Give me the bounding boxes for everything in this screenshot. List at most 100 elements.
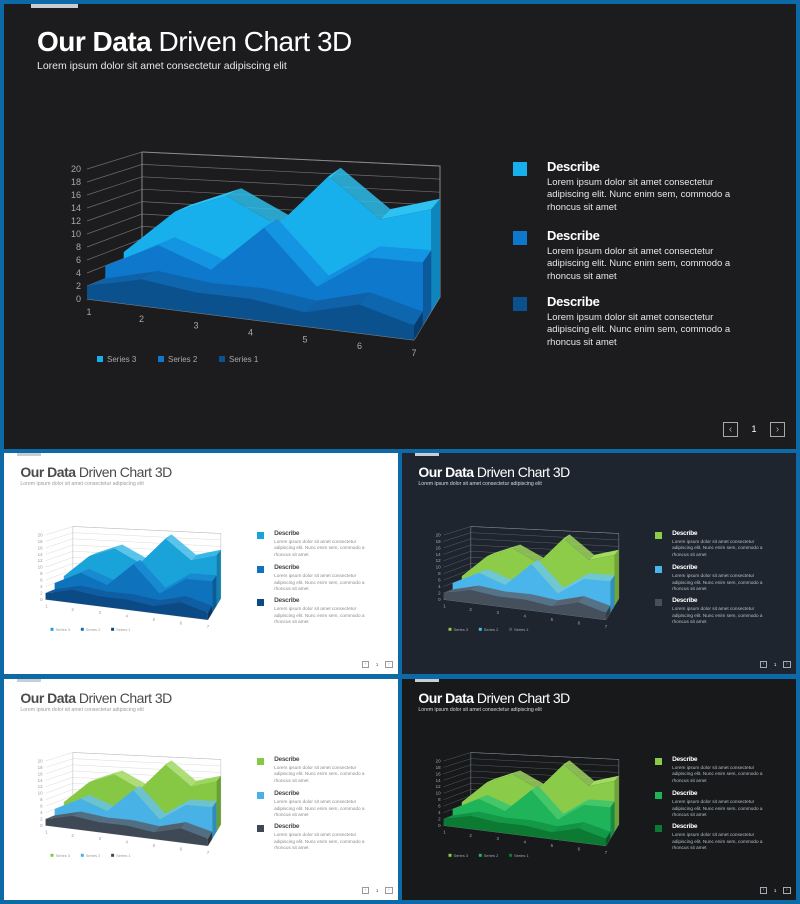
y-tick-label-main-9: 18	[71, 177, 81, 187]
slide-subtitle-main: Lorem ipsum dolor sit amet consectetur a…	[37, 60, 287, 72]
describe-block-slate-dark-2: Describe Lorem ipsum dolor sit amet conse…	[655, 597, 769, 629]
y-tick-label-green-dark-5: 10	[436, 791, 441, 796]
chevron-right-icon-slate-dark[interactable]: ›	[783, 660, 791, 669]
series-top-facet-main-1-4	[316, 246, 381, 287]
slide-subtitle-green-dark: Lorem ipsum dolor sit amet consectetur a…	[418, 706, 542, 713]
chevron-left-icon-slate-dark[interactable]: ‹	[759, 660, 768, 669]
series-top-facet-green-dark-0-4	[563, 760, 595, 786]
series-top-facet-green-dark-2-2	[497, 817, 532, 826]
series-top-facet-main-0-1	[174, 188, 242, 212]
legend-label-slate-light-2: Series 1	[116, 853, 131, 858]
chevron-right-icon-main[interactable]: ›	[770, 422, 785, 437]
describe-color-square-blue-light-2	[257, 598, 265, 606]
page-number-green-dark: 1	[773, 887, 777, 893]
series-top-facet-main-0-2	[226, 188, 291, 226]
describe-text-blue-light-0: Lorem ipsum dolor sit amet consectetur a…	[274, 539, 365, 557]
y-tick-label-main-10: 20	[71, 164, 81, 174]
chevron-right-icon-green-dark[interactable]: ›	[783, 886, 791, 895]
legend-label-green-dark-0: Series 3	[453, 853, 468, 858]
x-tick-label-slate-light-1: 2	[71, 833, 74, 838]
x-tick-label-blue-light-3: 4	[126, 614, 129, 619]
slide-top-tab-slate-dark	[415, 453, 439, 456]
chevron-left-icon-blue-light[interactable]: ‹	[361, 660, 370, 669]
x-tick-label-slate-dark-1: 2	[469, 607, 472, 612]
series-top-facet-slate-dark-0-2	[512, 544, 545, 563]
chevron-right-icon-slate-light[interactable]: ›	[385, 886, 393, 895]
series-top-facet-slate-light-2-4	[153, 822, 187, 833]
y-tick-label-slate-dark-8: 16	[436, 545, 441, 550]
series-top-facet-slate-light-1-5	[186, 799, 217, 808]
chevron-left-icon-green-dark[interactable]: ‹	[759, 886, 768, 895]
y-tick-label-blue-light-9: 18	[38, 539, 43, 544]
series-top-facet-blue-light-0-4	[165, 534, 197, 560]
legend-swatch-green-dark-2	[509, 853, 513, 857]
legend-label-slate-dark-2: Series 1	[514, 627, 529, 632]
legend-swatch-slate-dark-0	[448, 627, 452, 631]
x-tick-label-green-dark-3: 4	[524, 840, 527, 845]
legend-label-main-2: Series 1	[229, 355, 259, 364]
series-top-facet-slate-light-2-3	[126, 820, 160, 833]
y-tick-label-blue-light-2: 4	[40, 584, 43, 589]
y-tick-label-slate-dark-0: 0	[438, 597, 441, 602]
legend-swatch-slate-light-1	[80, 853, 84, 857]
thumbnail-slide-green-dark[interactable]: Our Data Driven Chart 3D Lorem ipsum dolo…	[402, 679, 796, 900]
chevron-right-icon-blue-light[interactable]: ›	[385, 660, 393, 669]
y-tick-label-slate-light-10: 20	[38, 758, 43, 763]
series-top-facet-slate-light-0-2	[114, 770, 147, 789]
describe-heading-slate-dark-1: Describe	[672, 564, 698, 572]
main-slide[interactable]: Our Data Driven Chart 3D Lorem ipsum dolo…	[4, 4, 796, 449]
series-area-green-dark-2	[443, 815, 606, 846]
series-top-facet-slate-light-2-1	[72, 811, 108, 823]
legend-swatch-slate-light-2	[111, 853, 115, 857]
y-tick-label-green-dark-9: 18	[436, 765, 441, 770]
y-tick-label-main-2: 4	[76, 268, 81, 278]
y-tick-label-slate-light-0: 0	[40, 823, 43, 828]
describe-color-square-blue-light-1	[257, 565, 265, 573]
series-top-facet-main-1-1	[158, 237, 227, 270]
y-tick-label-slate-light-1: 2	[40, 817, 43, 822]
thumbnail-slide-slate-light[interactable]: Our Data Driven Chart 3D Lorem ipsum dolo…	[4, 679, 398, 900]
y-tick-label-slate-light-4: 8	[40, 797, 43, 802]
describe-heading-slate-light-2: Describe	[274, 823, 300, 831]
series-top-facet-blue-light-2-2	[99, 591, 134, 600]
y-tick-label-blue-light-10: 20	[38, 532, 43, 537]
y-tick-label-blue-light-6: 12	[38, 558, 43, 563]
describe-heading-green-dark-2: Describe	[672, 823, 698, 831]
describe-text-main-0: Lorem ipsum dolor sit amet consectetur a…	[547, 177, 731, 213]
series-top-facet-green-dark-0-2	[512, 770, 545, 789]
series-top-facet-main-1-5	[369, 246, 432, 263]
describe-block-blue-light-2: Describe Lorem ipsum dolor sit amet conse…	[257, 597, 371, 629]
thumbnail-slide-slate-dark[interactable]: Our Data Driven Chart 3D Lorem ipsum dolo…	[402, 453, 796, 674]
describe-text-main-1: Lorem ipsum dolor sit amet consectetur a…	[547, 246, 731, 282]
legend-swatch-green-dark-0	[448, 853, 452, 857]
describe-heading-blue-light-1: Describe	[274, 564, 300, 572]
series-top-facet-green-dark-0-5	[589, 775, 619, 786]
series-side-face-blue-light-1	[212, 575, 217, 613]
describe-heading-main-1: Describe	[547, 228, 600, 243]
y-tick-label-slate-dark-10: 20	[436, 532, 441, 537]
thumbnail-slide-blue-light[interactable]: Our Data Driven Chart 3D Lorem ipsum dolo…	[4, 453, 398, 674]
series-top-facet-slate-light-2-0	[45, 811, 81, 820]
slide-title-green-dark: Our Data Driven Chart 3D	[418, 689, 570, 706]
series-side-face-slate-dark-1	[610, 575, 615, 613]
x-tick-label-blue-light-0: 1	[45, 603, 48, 608]
describe-block-blue-light-0: Describe Lorem ipsum dolor sit amet conse…	[257, 530, 371, 562]
chevron-left-icon-slate-light[interactable]: ‹	[361, 886, 370, 895]
legend-swatch-main-2	[219, 356, 225, 362]
x-tick-label-green-dark-5: 6	[578, 846, 581, 851]
describe-text-slate-dark-0: Lorem ipsum dolor sit amet consectetur a…	[672, 539, 763, 557]
series-top-facet-green-dark-2-3	[524, 820, 558, 833]
series-top-facet-slate-dark-2-4	[551, 596, 585, 607]
x-tick-label-main-6: 7	[411, 348, 416, 358]
legend-label-blue-light-0: Series 3	[55, 627, 70, 632]
y-tick-label-slate-dark-3: 6	[438, 578, 441, 583]
y-tick-label-green-dark-3: 6	[438, 804, 441, 809]
slide-title-rest-green-dark: Driven Chart 3D	[473, 689, 570, 706]
describe-block-slate-light-0: Describe Lorem ipsum dolor sit amet conse…	[257, 756, 371, 788]
x-tick-label-slate-light-3: 4	[126, 840, 129, 845]
legend-swatch-slate-dark-2	[509, 627, 513, 631]
chevron-left-icon-main[interactable]: ‹	[723, 422, 738, 437]
